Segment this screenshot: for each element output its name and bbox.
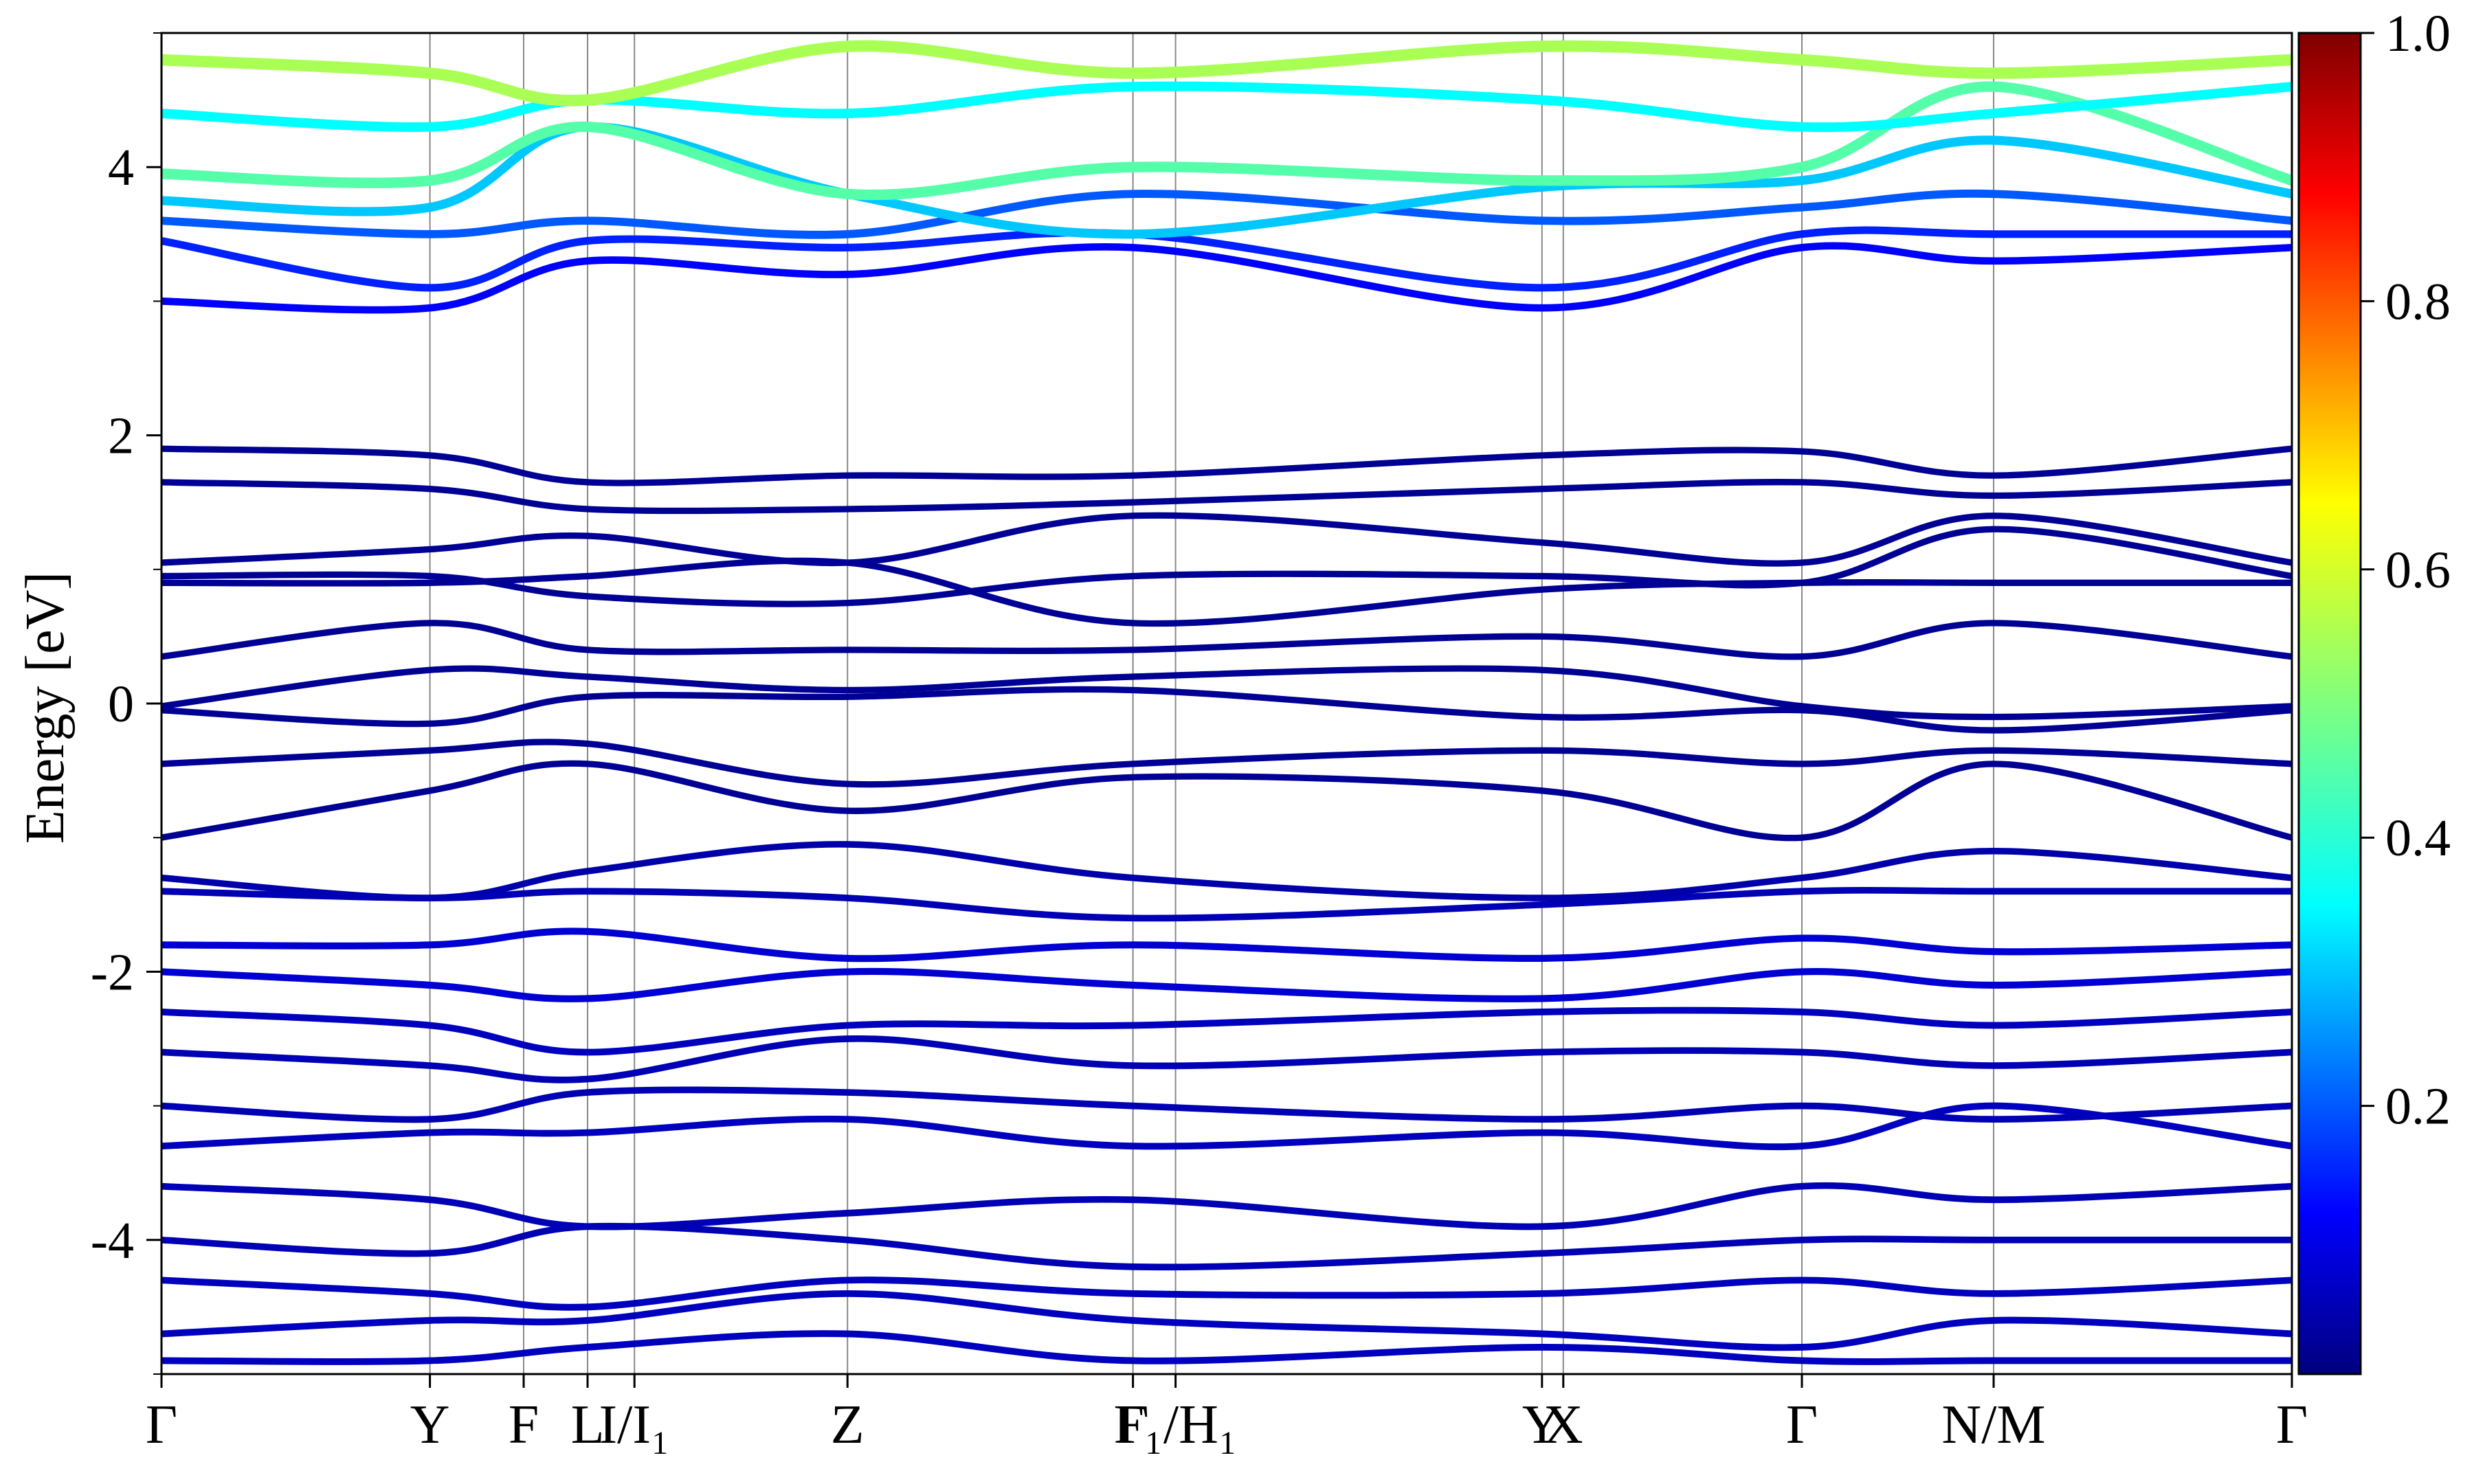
kpoint-label: Y [1522,1395,1562,1455]
band-series-9 [161,760,2292,842]
colorbar-ticks: 0.2 0.4 0.6 0.8 1.0 [2361,5,2451,1136]
kpoint-label: Γ [146,1395,177,1455]
band-series-18 [161,1182,2292,1230]
band-series-7 [161,686,2292,734]
band-series-19 [161,1222,2292,1271]
colorbar-tick-label: 0.2 [2385,1078,2451,1136]
colorbar-tick-label: 0.6 [2385,541,2451,599]
kpoint-label: N/M [1941,1395,2045,1455]
kpoint-label: X [1544,1395,1583,1455]
y-axis: -4 -2 0 2 4 [91,32,161,1375]
band-series-17 [161,1102,2292,1151]
kpoint-label: Y [410,1395,450,1455]
kpoint-label: F [509,1395,539,1455]
band-series-6 [161,665,2292,721]
y-tick-label: -2 [91,943,134,1001]
y-axis-label: Energy [eV] [15,572,76,844]
band-series-3 [161,526,2292,607]
band-series-0 [161,445,2292,486]
y-tick-label: 0 [108,675,134,733]
band-series-4 [161,557,2292,627]
band-series-21 [161,1290,2292,1351]
band-series-12 [161,928,2292,963]
band-series-15 [161,1035,2292,1083]
band-series-27 [161,81,2292,201]
colorbar: 0.2 0.4 0.6 0.8 1.0 [2297,5,2451,1375]
kpoint-label: Γ [1117,1395,1148,1455]
band-series-1 [161,479,2292,515]
colorbar-gradient [2297,32,2362,1375]
band-series-14 [161,1007,2292,1056]
band-series-11 [161,886,2292,922]
kpoint-label: Z [831,1395,865,1455]
colorbar-tick-label: 0.8 [2385,273,2451,330]
kpoint-label: F₁/H₁ [1113,1395,1237,1455]
colorbar-tick-label: 1.0 [2385,5,2451,63]
band-series-26 [161,122,2292,239]
band-series-23 [161,242,2292,314]
band-series-22 [161,1330,2292,1365]
x-axis: Γ Y F LI/I₁ Z ΓF₁/H₁ YX Γ N/M Γ [146,1374,2308,1455]
band-series-5 [161,620,2292,660]
kpoint-label: Γ [2276,1395,2308,1455]
kpoint-label: Γ [1786,1395,1818,1455]
band-series-25 [161,189,2292,239]
band-series-8 [161,739,2292,788]
band-series-13 [161,967,2292,1002]
kpoint-label: L [571,1395,605,1455]
colorbar-tick-label: 0.4 [2385,809,2451,867]
band-series-29 [161,40,2292,106]
kpoint-label: I/I₁ [599,1395,669,1455]
band-series-2 [161,512,2292,567]
y-tick-label: 4 [108,139,134,196]
band-series-10 [161,841,2292,901]
high-symmetry-gridlines [429,33,1994,1374]
y-tick-label: 2 [108,407,134,465]
y-tick-label: -4 [91,1212,134,1270]
band-lines [161,40,2292,1365]
band-series-20 [161,1277,2292,1311]
band-series-28 [161,81,2292,133]
